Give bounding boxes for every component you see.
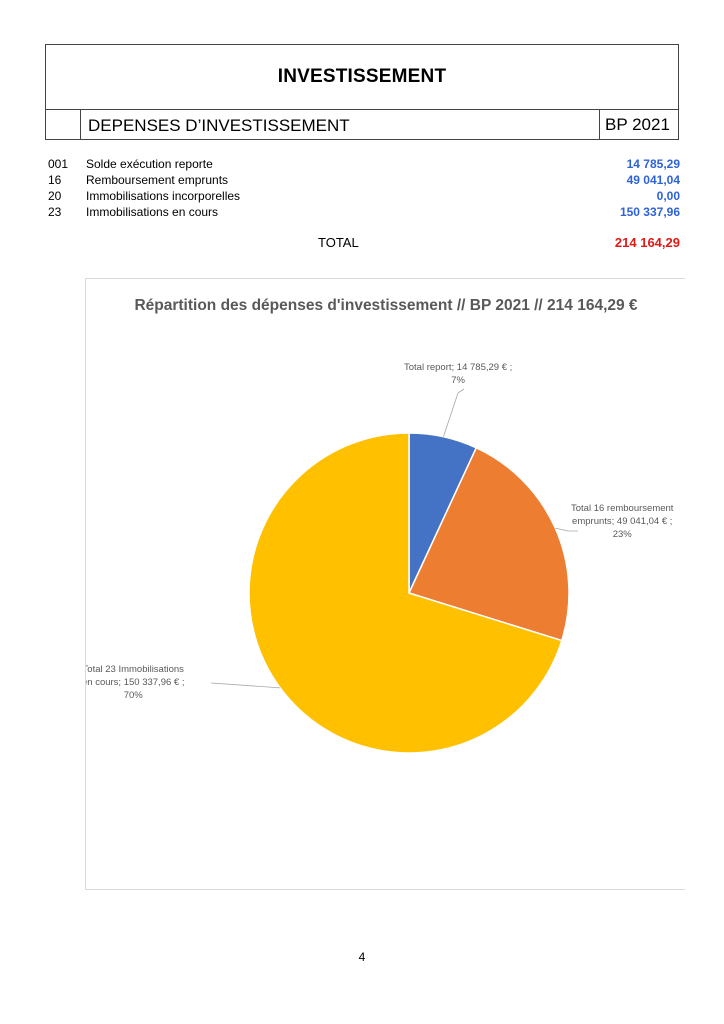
row-amount: 150 337,96	[619, 205, 680, 219]
pie-chart-canvas	[210, 388, 578, 754]
row-amount: 0,00	[656, 189, 680, 203]
total-label: TOTAL	[318, 235, 359, 250]
table-row: 20 Immobilisations incorporelles 0,00	[0, 189, 724, 203]
row-amount: 14 785,29	[626, 157, 680, 171]
row-code: 001	[48, 157, 69, 171]
row-code: 20	[48, 189, 62, 203]
column-label: BP 2021	[599, 110, 678, 139]
table-row: 001 Solde exécution reporte 14 785,29	[0, 157, 724, 171]
slice-label-report: Total report; 14 785,29 € ; 7%	[404, 361, 512, 387]
row-label: Immobilisations en cours	[86, 205, 219, 219]
pie-chart: Répartition des dépenses d'investissemen…	[85, 278, 685, 890]
slice-label-line: Total 23 Immobilisations	[85, 664, 184, 675]
leader-line-report	[443, 388, 465, 437]
table-row: 23 Immobilisations en cours 150 337,96	[0, 205, 724, 219]
header-code-cell	[46, 110, 81, 139]
row-label: Immobilisations incorporelles	[86, 189, 241, 203]
slice-label-percent: 70%	[123, 690, 143, 701]
table-title: DEPENSES D’INVESTISSEMENT	[88, 116, 350, 135]
slice-label-immobilisations: Total 23 Immobilisations en cours; 150 3…	[85, 663, 185, 702]
leader-line-remboursement	[555, 527, 578, 532]
chart-title: Répartition des dépenses d'investissemen…	[134, 297, 638, 314]
slice-label-line: Total report; 14 785,29 € ;	[404, 362, 513, 373]
slice-label-line: emprunts; 49 041,04 € ;	[572, 516, 673, 527]
section-title: INVESTISSEMENT	[277, 66, 447, 87]
total-amount: 214 164,29	[614, 235, 680, 250]
section-title-box: INVESTISSEMENT	[45, 44, 679, 110]
row-code: 23	[48, 205, 62, 219]
row-code: 16	[48, 173, 62, 187]
row-amount: 49 041,04	[626, 173, 680, 187]
slice-label-line: Total 16 remboursement	[571, 503, 674, 514]
table-header: DEPENSES D’INVESTISSEMENT BP 2021	[45, 110, 679, 140]
slice-label-percent: 23%	[612, 529, 632, 540]
slice-label-remboursement: Total 16 remboursement emprunts; 49 041,…	[571, 502, 673, 541]
pie-slice-immobilisations	[248, 432, 563, 754]
leader-line-immobilisations	[210, 682, 281, 689]
slice-label-percent: 7%	[451, 375, 465, 386]
slice-label-line: en cours; 150 337,96 € ;	[85, 677, 185, 688]
table-row: 16 Remboursement emprunts 49 041,04	[0, 173, 724, 187]
row-label: Remboursement emprunts	[86, 173, 229, 187]
row-label: Solde exécution reporte	[86, 157, 213, 171]
page-number: 4	[358, 950, 366, 964]
